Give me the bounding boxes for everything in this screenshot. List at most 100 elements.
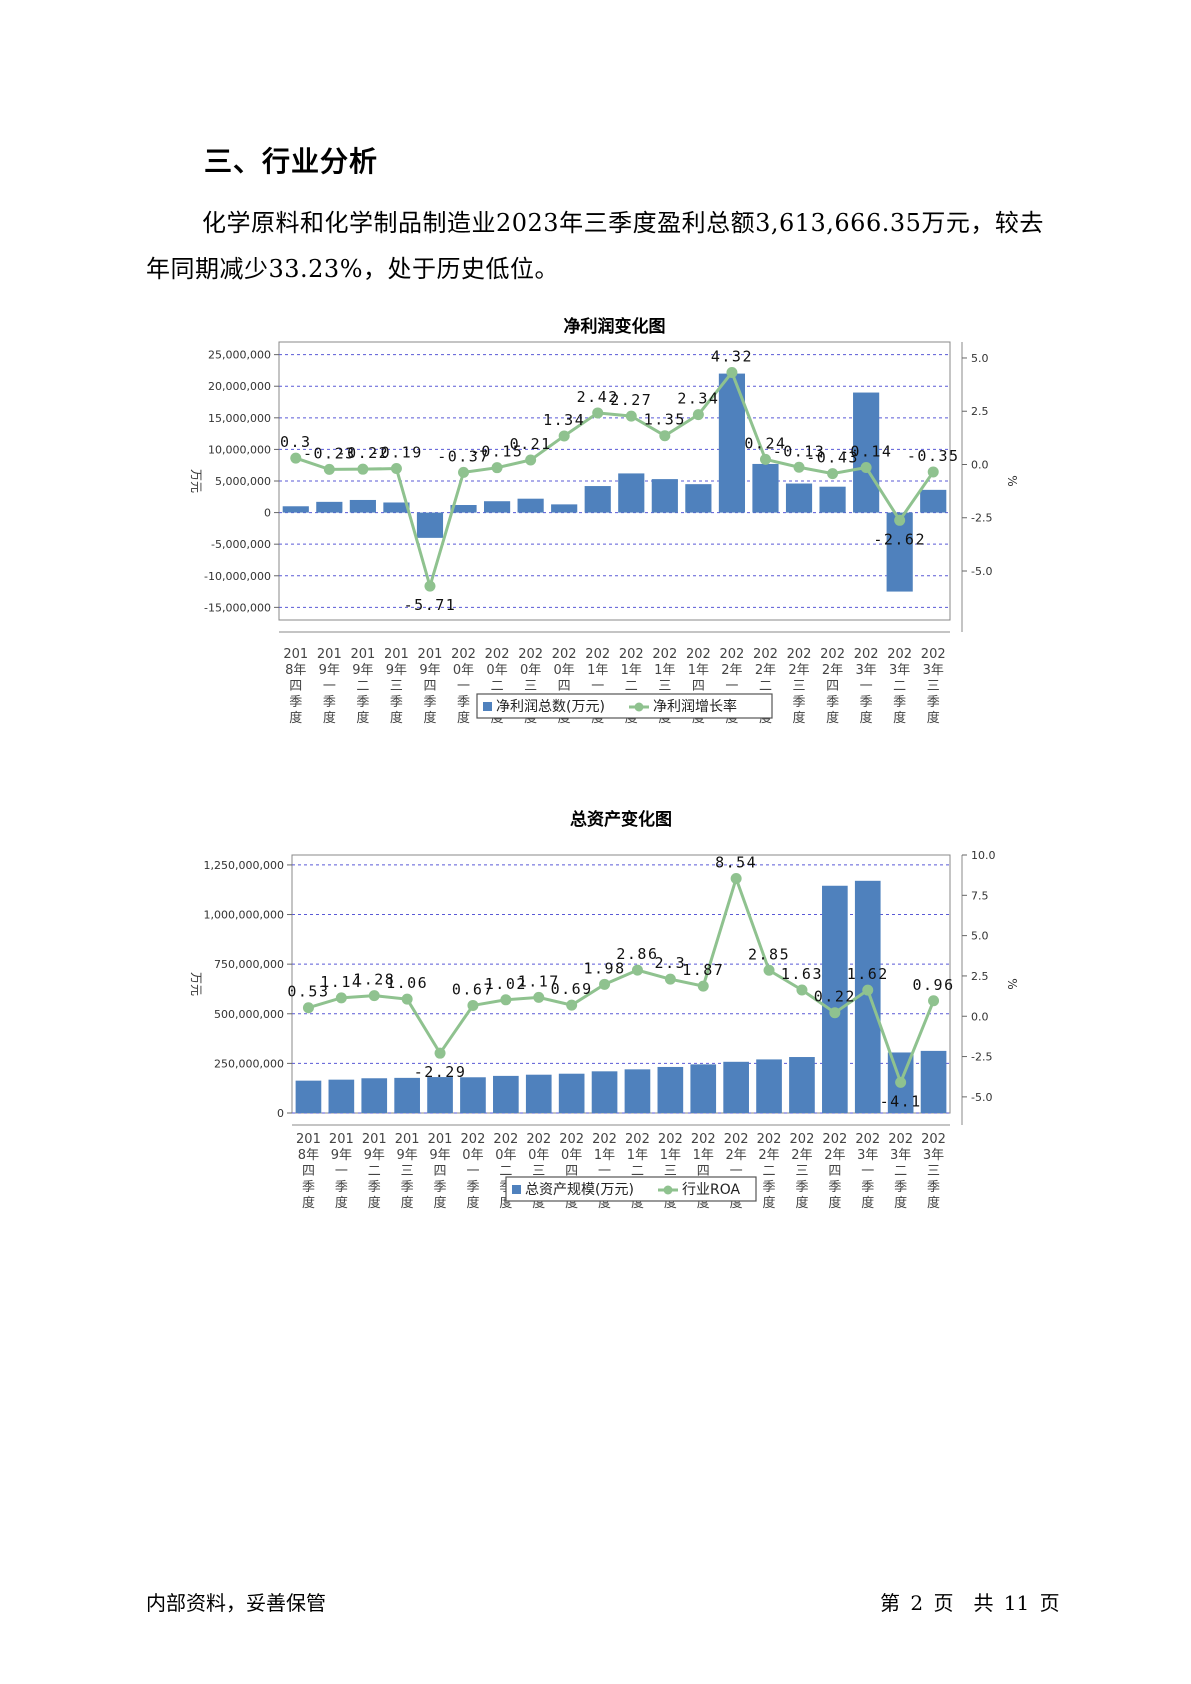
chart1-category-label: 202: [652, 647, 677, 662]
chart2-category-label: 四: [697, 1164, 710, 1179]
chart1-y-tick-label: -5,000,000: [211, 538, 271, 551]
chart2-bar: [427, 1077, 453, 1113]
chart2-line-point: [730, 873, 742, 885]
chart1-y-tick-label: 5,000,000: [215, 475, 271, 488]
chart2-category-label: 201: [395, 1132, 420, 1147]
chart2-category-label: 季: [894, 1180, 907, 1195]
chart2-category-label: 202: [790, 1132, 815, 1147]
chart2-data-label: 0.53: [287, 983, 329, 1001]
chart1-category-label: 9年: [419, 663, 440, 678]
chart2-legend-bar-swatch: [512, 1185, 521, 1194]
chart2-category-label: 9年: [397, 1148, 418, 1163]
chart1-data-label: -2.62: [873, 530, 926, 548]
chart1-category-label: 9年: [319, 663, 340, 678]
chart2-category-label: 202: [691, 1132, 716, 1147]
chart1-category-label: 202: [854, 647, 879, 662]
chart2-data-label: 2.3: [655, 954, 687, 972]
chart2-category-label: 度: [894, 1195, 907, 1211]
chart1-category-label: 季: [927, 695, 940, 710]
chart1-category-label: 二: [491, 679, 504, 694]
net-profit-chart-svg: 净利润变化图 -15,000,000 -10,000,000 -5,000,000 0 5…: [189, 316, 1019, 726]
chart1-category-label: 度: [289, 710, 302, 726]
chart2-line-point: [631, 964, 643, 976]
chart1-data-label: -0.23: [303, 444, 356, 462]
chart1-category-label: 度: [793, 710, 806, 726]
chart1-legend-bar-label: 净利润总数(万元): [496, 699, 605, 715]
chart1-category-label: 季: [323, 695, 336, 710]
chart1-data-label: 1.34: [543, 411, 585, 429]
chart2-category-label: 度: [368, 1195, 381, 1211]
chart2-line-point: [697, 980, 709, 992]
chart1-category-label: 1年: [587, 663, 608, 678]
chart2-bar: [460, 1077, 486, 1113]
chart1-category-label: 季: [356, 695, 369, 710]
chart1-category-label: 202: [686, 647, 711, 662]
chart2-category-label: 9年: [364, 1148, 385, 1163]
chart2-category-label: 0年: [495, 1148, 516, 1163]
chart1-category-label: 0年: [520, 663, 541, 678]
chart1-line-point: [592, 407, 604, 419]
chart2-category-label: 202: [757, 1132, 782, 1147]
chart2-y2-tick-label: 7.5: [971, 889, 989, 902]
chart2-category-label: 四: [302, 1164, 315, 1179]
chart2-category-label: 季: [466, 1180, 479, 1195]
chart1-y2-tick-label: 5.0: [971, 352, 989, 365]
chart1-line-point: [927, 466, 939, 478]
chart2-line-point: [401, 993, 413, 1005]
chart2-category-label: 1年: [594, 1148, 615, 1163]
chart2-bar: [723, 1061, 749, 1113]
chart1-category-label: 202: [720, 647, 745, 662]
chart1-category-label: 202: [753, 647, 778, 662]
chart2-category-label: 度: [828, 1195, 841, 1211]
chart2-category-label: 度: [927, 1195, 940, 1211]
chart1-category-label: 季: [423, 695, 436, 710]
chart1-title: 净利润变化图: [564, 316, 666, 337]
chart1-category-label: 一: [591, 679, 604, 694]
chart1-category-label: 一: [457, 679, 470, 694]
chart2-category-label: 季: [763, 1180, 776, 1195]
chart1-y-axis-label: 万元: [189, 469, 203, 493]
chart2-data-label: 0.69: [551, 980, 593, 998]
chart2-category-label: 度: [795, 1195, 808, 1211]
chart2-category-label: 一: [598, 1164, 611, 1179]
chart1-category-label: 三: [793, 679, 806, 694]
chart1-category-label: 3年: [923, 663, 944, 678]
chart1-data-label: -0.35: [907, 447, 960, 465]
chart1-category-label: 一: [725, 679, 738, 694]
chart1-data-label: 0.24: [744, 434, 786, 452]
chart2-category-label: 季: [828, 1180, 841, 1195]
chart2-category-label: 一: [730, 1164, 743, 1179]
chart1-category-label: 季: [893, 695, 906, 710]
chart2-y-tick-label: 0: [277, 1107, 284, 1120]
chart1-category-label: 二: [356, 679, 369, 694]
chart1-category-label: 3年: [889, 663, 910, 678]
chart2-data-label: 2.85: [748, 945, 790, 963]
chart1-y2-tick-label: 0.0: [971, 458, 989, 471]
chart2-bar: [493, 1075, 519, 1113]
chart2-legend-line-label: 行业ROA: [682, 1182, 741, 1198]
chart1-line-point: [860, 461, 872, 473]
chart2-bar: [558, 1073, 585, 1113]
chart1-category-label: 202: [585, 647, 610, 662]
chart2-category-label: 202: [888, 1132, 913, 1147]
chart1-data-label: 2.34: [677, 390, 719, 408]
chart1-category-label: 0年: [486, 663, 507, 678]
chart1-line-point: [827, 468, 839, 480]
chart2-category-label: 季: [927, 1180, 940, 1195]
chart1-bar: [785, 483, 813, 513]
chart2-category-label: 2年: [726, 1148, 747, 1163]
chart1-bar: [651, 479, 678, 513]
chart2-line-point: [599, 978, 611, 990]
chart1-data-label: -0.22: [337, 444, 390, 462]
chart1-category-label: 季: [793, 695, 806, 710]
chart1-bar: [517, 498, 544, 513]
chart1-line-point: [759, 453, 771, 465]
chart2-category-label: 度: [763, 1195, 776, 1211]
chart1-category-label: 度: [457, 710, 470, 726]
chart1-data-label: 0.3: [280, 433, 312, 451]
chart1-line-point: [323, 463, 335, 475]
chart1-bar: [584, 486, 611, 513]
chart1-category-label: 度: [323, 710, 336, 726]
chart1-bar: [450, 505, 477, 513]
chart2-category-label: 度: [466, 1195, 479, 1211]
